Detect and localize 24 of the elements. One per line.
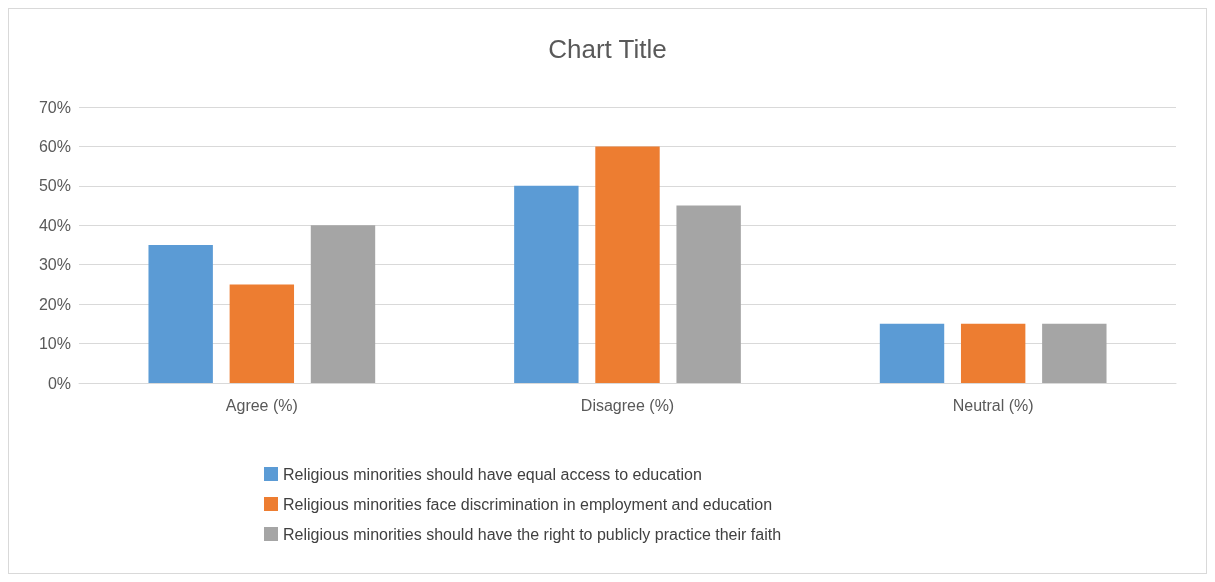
x-tick-label: Neutral (%) bbox=[952, 396, 1034, 414]
y-tick-label: 50% bbox=[38, 177, 71, 195]
bar bbox=[879, 323, 945, 383]
bar bbox=[960, 323, 1026, 383]
bar bbox=[676, 205, 741, 383]
bar bbox=[595, 146, 660, 383]
y-tick-label: 20% bbox=[38, 295, 71, 313]
y-tick-label: 60% bbox=[38, 137, 71, 155]
bar bbox=[229, 284, 295, 383]
bar bbox=[310, 225, 376, 383]
x-tick-label: Disagree (%) bbox=[580, 396, 675, 414]
legend-label: Religious minorities face discrimination in employment and education bbox=[283, 495, 773, 513]
legend-label: Religious minorities should have equal access to education bbox=[283, 465, 702, 483]
chart-title: Chart Title bbox=[548, 34, 667, 64]
x-tick-label: Agree (%) bbox=[225, 396, 298, 414]
bar bbox=[148, 245, 213, 383]
y-tick-label: 10% bbox=[38, 335, 71, 353]
bar bbox=[514, 185, 579, 383]
bar bbox=[1042, 323, 1107, 383]
y-tick-label: 40% bbox=[38, 216, 71, 234]
legend-label: Religious minorities should have the right to publicly practice their faith bbox=[283, 525, 782, 543]
y-tick-label: 30% bbox=[38, 256, 71, 274]
y-tick-label: 70% bbox=[38, 98, 71, 116]
y-tick-label: 0% bbox=[47, 374, 71, 392]
